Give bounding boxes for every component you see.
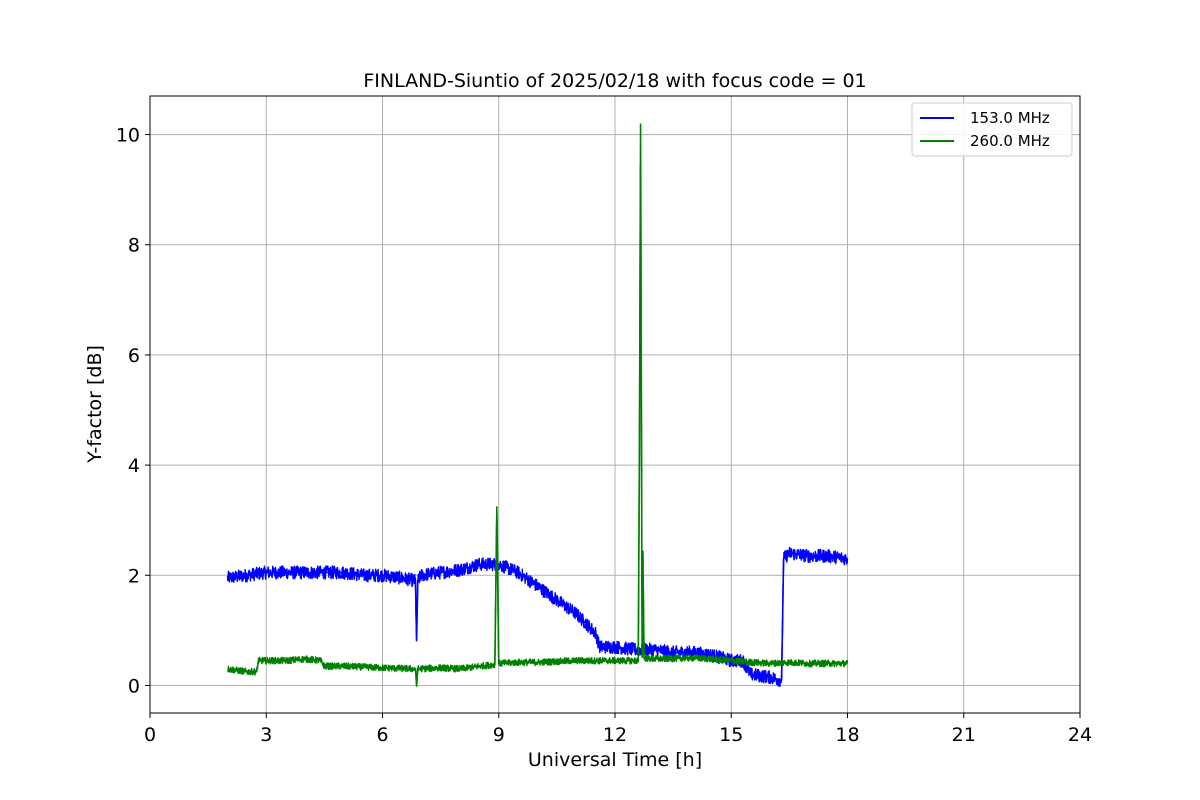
y-tick-label-8: 8 bbox=[128, 235, 140, 257]
series-band-1 bbox=[227, 164, 849, 687]
x-tick-label-21: 21 bbox=[952, 724, 976, 746]
series-band-0 bbox=[226, 546, 849, 687]
grid-lines bbox=[149, 96, 1081, 713]
legend-label-260mhz: 260.0 MHz bbox=[970, 132, 1050, 150]
y-tick-label-0: 0 bbox=[128, 675, 140, 697]
x-tick-label-12: 12 bbox=[603, 724, 627, 746]
y-tick-label-10: 10 bbox=[116, 125, 140, 147]
y-tick-label-4: 4 bbox=[128, 455, 140, 477]
chart-title: FINLAND-Siuntio of 2025/02/18 with focus… bbox=[363, 70, 866, 92]
x-tick-label-18: 18 bbox=[835, 724, 859, 746]
series-line-0 bbox=[227, 552, 848, 681]
x-tick-label-9: 9 bbox=[493, 724, 505, 746]
y-tick-label-2: 2 bbox=[128, 565, 140, 587]
x-tick-label-0: 0 bbox=[144, 724, 156, 746]
series-layer bbox=[226, 123, 849, 687]
x-tick-label-6: 6 bbox=[376, 724, 388, 746]
x-tick-label-24: 24 bbox=[1068, 724, 1092, 746]
x-tick-label-15: 15 bbox=[719, 724, 743, 746]
y-tick-label-6: 6 bbox=[128, 345, 140, 367]
legend-label-153mhz: 153.0 MHz bbox=[970, 109, 1050, 127]
x-axis-label: Universal Time [h] bbox=[528, 749, 702, 771]
legend-box bbox=[911, 102, 1073, 157]
y-axis-label: Y-factor [dB] bbox=[84, 345, 106, 464]
x-tick-label-3: 3 bbox=[260, 724, 272, 746]
series-line-1 bbox=[227, 123, 848, 686]
legend: 153.0 MHz 260.0 MHz bbox=[911, 102, 1073, 157]
